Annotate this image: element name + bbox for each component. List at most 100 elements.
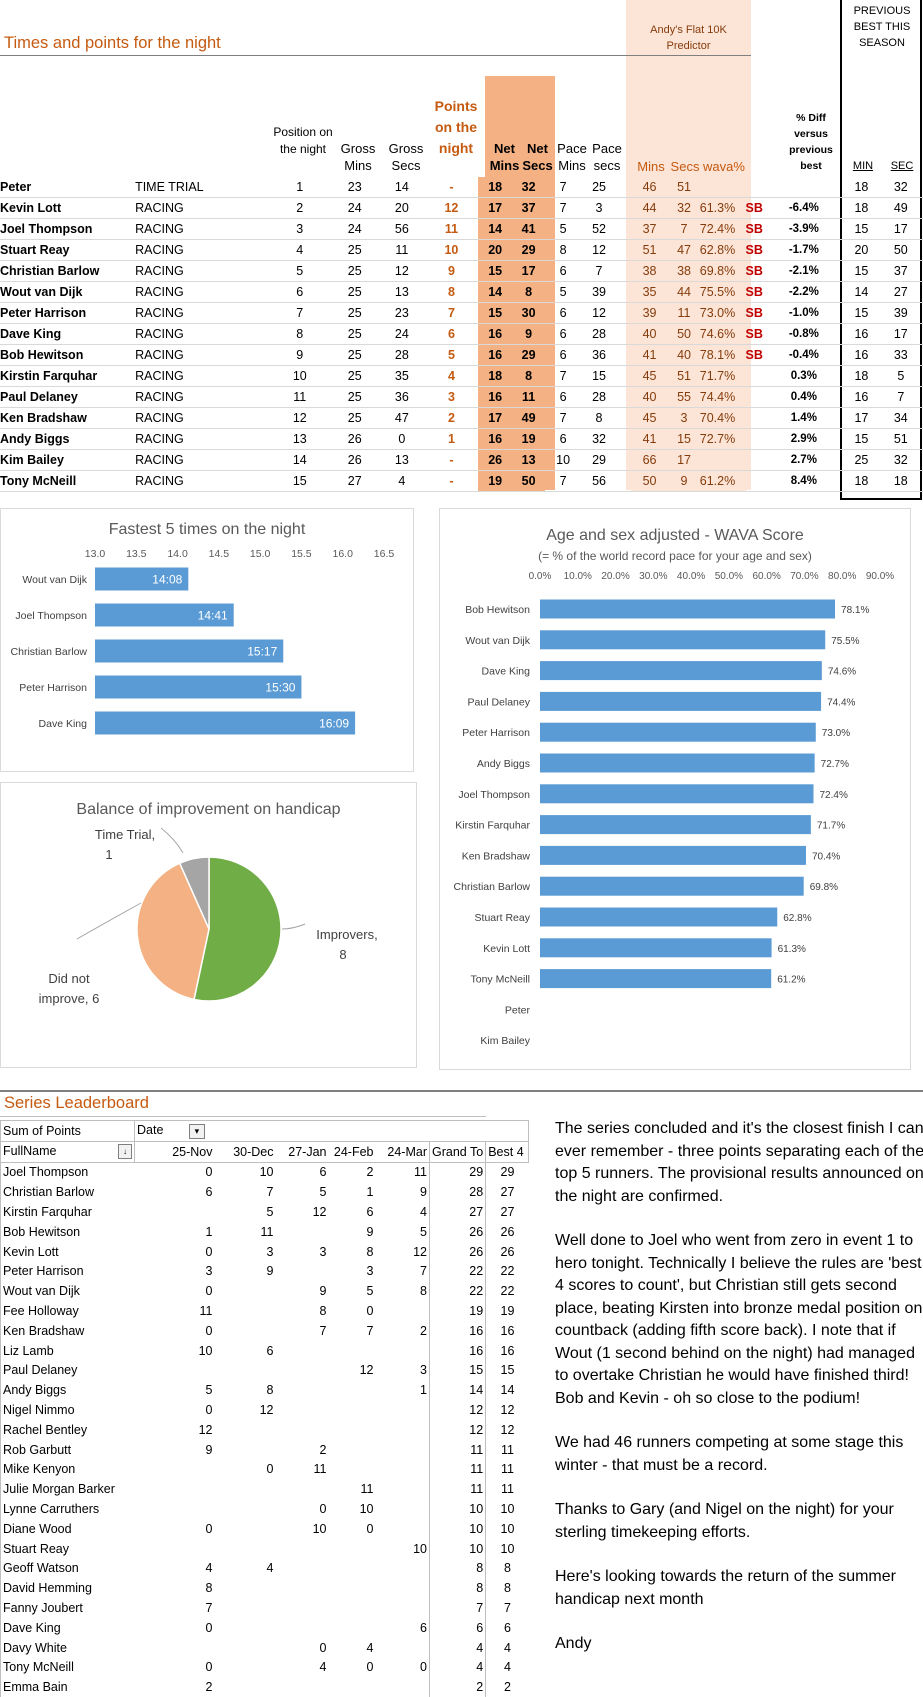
sum-of-points-label: Sum of Points — [0, 1120, 135, 1142]
category-label: Christian Barlow — [454, 881, 531, 893]
leaderboard-row: Kirstin Farquhar 5 12 6 4 27 27 — [0, 1202, 529, 1222]
commentary-paragraph: Here's looking towards the return of the… — [555, 1568, 896, 1608]
runner-name: Fee Holloway — [0, 1301, 135, 1321]
cell-pm: 8 — [545, 239, 581, 261]
grand-total-cell: 16 — [428, 1320, 486, 1341]
cell-pm: 6 — [545, 344, 581, 366]
best4-cell: 22 — [485, 1281, 529, 1302]
category-label: Kirstin Farquhar — [455, 820, 530, 832]
wava-chart-subtitle: (= % of the world record pace for your a… — [538, 549, 812, 563]
cell-pds: 44 — [668, 281, 700, 303]
cell-diff: -2.1% — [775, 260, 833, 282]
bar — [95, 711, 356, 735]
cell-pts: 11 — [424, 218, 479, 240]
bar — [95, 603, 234, 627]
category-label: Kim Bailey — [480, 1035, 530, 1047]
runner-name: Emma Bain — [0, 1677, 135, 1697]
grand-total-cell: 22 — [428, 1281, 486, 1302]
points-cell: 11 — [414, 1165, 427, 1180]
points-cell: 1 — [420, 1383, 427, 1398]
cell-pts: 6 — [424, 323, 479, 345]
cell-gm: 25 — [330, 281, 380, 303]
cell-wava: 72.4% — [699, 218, 746, 240]
best4-cell: 16 — [485, 1340, 529, 1361]
cell-sb: SB — [745, 197, 776, 219]
header-diff: % Diff versus previous best — [789, 112, 833, 172]
points-cell — [276, 1361, 329, 1381]
grand-total-cell: 8 — [428, 1558, 486, 1579]
cell-gs: 11 — [379, 239, 425, 261]
cell-type: RACING — [135, 407, 270, 429]
bar — [540, 876, 804, 896]
cell-ps: 12 — [580, 302, 618, 324]
points-cell — [329, 1598, 376, 1618]
cell-gm: 25 — [330, 365, 380, 387]
data-label: 15:17 — [247, 645, 277, 659]
cell-gm: 25 — [330, 260, 380, 282]
category-label: Kevin Lott — [483, 943, 530, 955]
cell-ns: 29 — [511, 344, 546, 366]
results-row: Tony McNeill RACING 15 27 4-19 50 7 56 50 9 61.2% 8… — [0, 470, 923, 492]
bar — [540, 969, 772, 989]
x-tick-label: 13.5 — [126, 548, 147, 560]
points-cell: 5 — [205, 1383, 213, 1398]
cell-pts: 10 — [424, 239, 479, 261]
best4-cell: 22 — [485, 1261, 529, 1282]
best4-cell: 10 — [485, 1499, 529, 1519]
best4-cell: 11 — [485, 1439, 529, 1460]
cell-bm: 17 — [844, 407, 879, 429]
results-row: Peter Harrison RACING 7 25 23 7 15 30 6 12 39 11 73.… — [0, 302, 923, 324]
cell-pts: 2 — [424, 407, 479, 429]
points-cell: 11 — [260, 1224, 274, 1239]
points-cell — [135, 1499, 215, 1519]
points-cell — [276, 1539, 329, 1559]
cell-pds: 11 — [668, 302, 700, 324]
spacer-cell — [832, 449, 845, 471]
runner-name: Tony McNeill — [0, 1657, 135, 1678]
points-cell — [329, 1559, 376, 1579]
cell-pts: 12 — [424, 197, 479, 219]
cell-pm: 7 — [545, 177, 581, 198]
points-cell — [276, 1262, 329, 1282]
cell-nm: 16 — [478, 344, 512, 366]
leaderboard-row: Fee Holloway 11 8 0 19 19 — [0, 1301, 529, 1321]
cell-nm: 17 — [478, 407, 512, 429]
filter-icon[interactable]: ▾ — [188, 1123, 205, 1139]
cell-pos: 5 — [269, 260, 331, 282]
points-cell: 8 — [205, 1581, 213, 1596]
cell-name: Kim Bailey — [0, 449, 136, 471]
leaderboard-row: Diane Wood 0 10 0 10 10 — [0, 1518, 529, 1539]
cell-type: RACING — [135, 260, 270, 282]
cell-gm: 26 — [330, 449, 380, 471]
cell-pts: 7 — [424, 302, 479, 324]
leaderboard-row: Tony McNeill 0 4 0 0 4 4 — [0, 1657, 529, 1678]
points-cell: 5 — [266, 1205, 274, 1220]
cell-gm: 25 — [330, 239, 380, 261]
cell-pdm: 35 — [630, 281, 669, 303]
cell-ps: 25 — [580, 177, 618, 198]
data-label: 16:09 — [319, 717, 349, 731]
runner-name: Davy White — [0, 1637, 135, 1658]
date-filter[interactable]: Date ▾ — [133, 1120, 530, 1142]
bar — [540, 815, 811, 835]
runner-name: Andy Biggs — [0, 1380, 135, 1401]
fullname-header[interactable]: FullName ↓ — [0, 1140, 135, 1163]
points-cell: 4 — [205, 1561, 213, 1576]
cell-gm: 25 — [330, 323, 380, 345]
spacer-cell — [617, 386, 631, 408]
wava-score-plot: 0.0% 10.0% 20.0% 30.0% 40.0% 50.0% 60.0% 70.0% 8… — [454, 571, 895, 1047]
bar — [540, 599, 836, 619]
cell-wava: 61.3% — [699, 197, 746, 219]
points-cell: 10 — [259, 1165, 274, 1180]
cell-pds: 7 — [668, 218, 700, 240]
cell-bs: 32 — [878, 449, 923, 471]
bar — [540, 691, 822, 711]
points-cell: 0 — [205, 1244, 213, 1259]
results-row: Christian Barlow RACING 5 25 12 9 15 17 6 7 38 38 69… — [0, 260, 923, 282]
points-cell — [376, 1341, 430, 1361]
runner-name: Dave King — [0, 1617, 135, 1638]
sort-icon[interactable]: ↓ — [118, 1144, 132, 1160]
leaderboard-title: Series Leaderboard — [4, 1094, 149, 1112]
cell-pm: 7 — [545, 407, 581, 429]
points-cell — [376, 1677, 430, 1697]
